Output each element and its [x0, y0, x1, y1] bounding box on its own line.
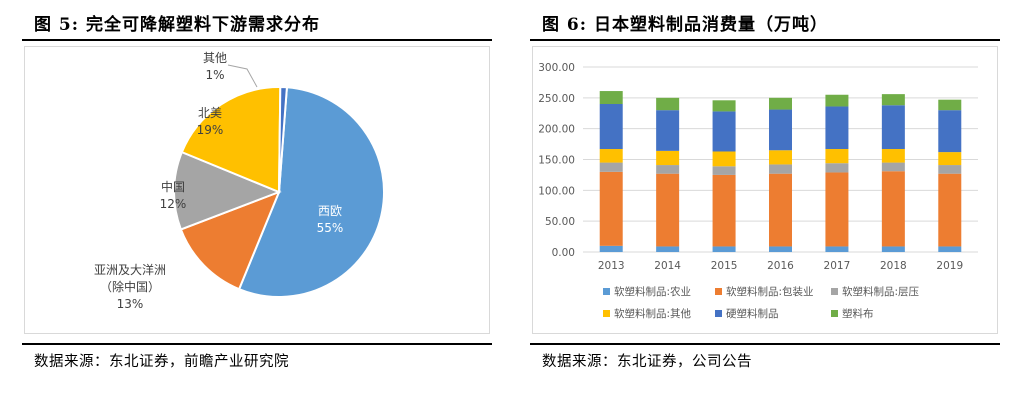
- bar-segment: [938, 110, 962, 153]
- figure-6-source: 数据来源：东北证券，公司公告: [542, 354, 752, 370]
- bar-segment: [656, 97, 680, 111]
- bar-segment: [881, 162, 905, 172]
- legend-swatch: [715, 288, 722, 295]
- bar-segment: [656, 165, 680, 174]
- bar-segment: [825, 94, 849, 107]
- title-rule: [530, 39, 1000, 41]
- pie-slice: [278, 85, 288, 193]
- pie-slice-percent: 19%: [197, 123, 224, 137]
- bar-segment: [881, 171, 905, 247]
- legend-label: 塑料布: [842, 307, 874, 320]
- bar-segment: [938, 152, 962, 166]
- y-tick-label: 250.00: [538, 93, 575, 105]
- bar-segment: [881, 94, 905, 106]
- pie-slice: [237, 86, 385, 298]
- bar-segment: [656, 173, 680, 247]
- y-tick-label: 100.00: [538, 185, 575, 197]
- figure-5-source: 数据来源：东北证券，前瞻产业研究院: [34, 354, 289, 370]
- bar-segment: [769, 173, 792, 247]
- bar-segment: [769, 164, 792, 174]
- bar-segment: [769, 246, 792, 252]
- legend-swatch: [603, 288, 610, 295]
- bar-segment: [712, 151, 736, 167]
- pie-chart-frame: 西欧 55% 亚洲及大洋洲 （除中国） 13% 中国 12% 北美 19% 其他 1%: [24, 46, 490, 334]
- legend-swatch: [831, 310, 838, 317]
- pie-slice-label: 西欧: [318, 204, 342, 218]
- bar-segment: [769, 97, 792, 110]
- y-tick-label: 200.00: [538, 124, 575, 136]
- bar-segment: [599, 91, 623, 104]
- pie-slice: [180, 86, 282, 194]
- figure-5-title: 图 5: 完全可降解塑料下游需求分布: [34, 15, 320, 35]
- x-tick-label: 2018: [880, 260, 907, 272]
- source-rule: [22, 343, 492, 345]
- x-tick-label: 2017: [824, 260, 851, 272]
- source-rule: [530, 343, 1000, 345]
- bar-segment: [938, 165, 962, 174]
- bar-segment: [712, 174, 736, 247]
- bar-segment: [825, 246, 849, 252]
- pie-slice-percent: 12%: [160, 197, 187, 211]
- bar-segment: [938, 246, 962, 252]
- x-tick-label: 2019: [936, 260, 963, 272]
- bar-segment: [881, 105, 905, 150]
- pie-slice-percent: 1%: [205, 68, 224, 82]
- bar-chart-frame: 0.00 50.00 100.00 150.00 200.00 250.00 300.00 2…: [532, 46, 998, 334]
- x-tick-label: 2013: [598, 260, 625, 272]
- bar-segment: [599, 104, 623, 150]
- bar-segment: [712, 100, 736, 112]
- bar-segment: [599, 171, 623, 246]
- bar-segment: [881, 149, 905, 163]
- bar-segment: [656, 150, 680, 166]
- leader-line: [227, 64, 258, 88]
- pie-slice-percent: 55%: [317, 221, 344, 235]
- x-tick-label: 2014: [654, 260, 681, 272]
- pie-slice-label: 亚洲及大洋洲: [94, 262, 166, 277]
- pie-slice: [179, 190, 281, 291]
- legend-swatch: [831, 288, 838, 295]
- figure-6-title: 图 6: 日本塑料制品消费量（万吨）: [542, 15, 828, 35]
- legend-label: 软塑料制品:包装业: [726, 285, 814, 298]
- bar-segment: [599, 162, 623, 172]
- bar-segment: [712, 246, 736, 252]
- legend-label: 软塑料制品:其他: [614, 307, 692, 320]
- bar-segment: [825, 149, 849, 164]
- y-tick-label: 50.00: [545, 216, 575, 228]
- bar-segment: [938, 173, 962, 247]
- pie-slice-label: 中国: [161, 179, 185, 194]
- bar-segment: [881, 246, 905, 252]
- x-tick-label: 2016: [767, 260, 794, 272]
- pie-slice-label: （除中国）: [100, 279, 160, 294]
- bar-segment: [938, 99, 962, 111]
- y-tick-label: 0.00: [552, 247, 575, 259]
- bar-segment: [712, 111, 736, 152]
- bar-segment: [712, 166, 736, 175]
- bar-segment: [656, 246, 680, 252]
- y-tick-label: 150.00: [538, 155, 575, 167]
- legend-label: 软塑料制品:层压: [842, 285, 920, 298]
- pie-chart: 西欧 55% 亚洲及大洋洲 （除中国） 13% 中国 12% 北美 19% 其他 1%: [94, 51, 385, 311]
- bar-segment: [825, 106, 849, 150]
- bar-segment: [825, 172, 849, 247]
- pie-slice-percent: 13%: [117, 297, 144, 311]
- legend-swatch: [715, 310, 722, 317]
- bar-segment: [769, 150, 792, 165]
- bar-segment: [769, 109, 792, 151]
- x-tick-label: 2015: [711, 260, 738, 272]
- legend-label: 软塑料制品:农业: [614, 285, 691, 298]
- stacked-bar-chart: 0.00 50.00 100.00 150.00 200.00 250.00 300.00 2…: [538, 62, 978, 320]
- title-rule: [22, 39, 492, 41]
- legend-label: 硬塑料制品: [726, 307, 779, 320]
- pie-slice-label: 其他: [203, 51, 227, 65]
- bar-segment: [825, 163, 849, 173]
- pie-slice: [173, 150, 282, 231]
- bar-segment: [656, 110, 680, 151]
- pie-slice-label: 北美: [198, 106, 222, 120]
- legend-swatch: [603, 310, 610, 317]
- y-tick-label: 300.00: [538, 62, 575, 74]
- bar-segment: [599, 149, 623, 163]
- bar-segment: [599, 245, 623, 252]
